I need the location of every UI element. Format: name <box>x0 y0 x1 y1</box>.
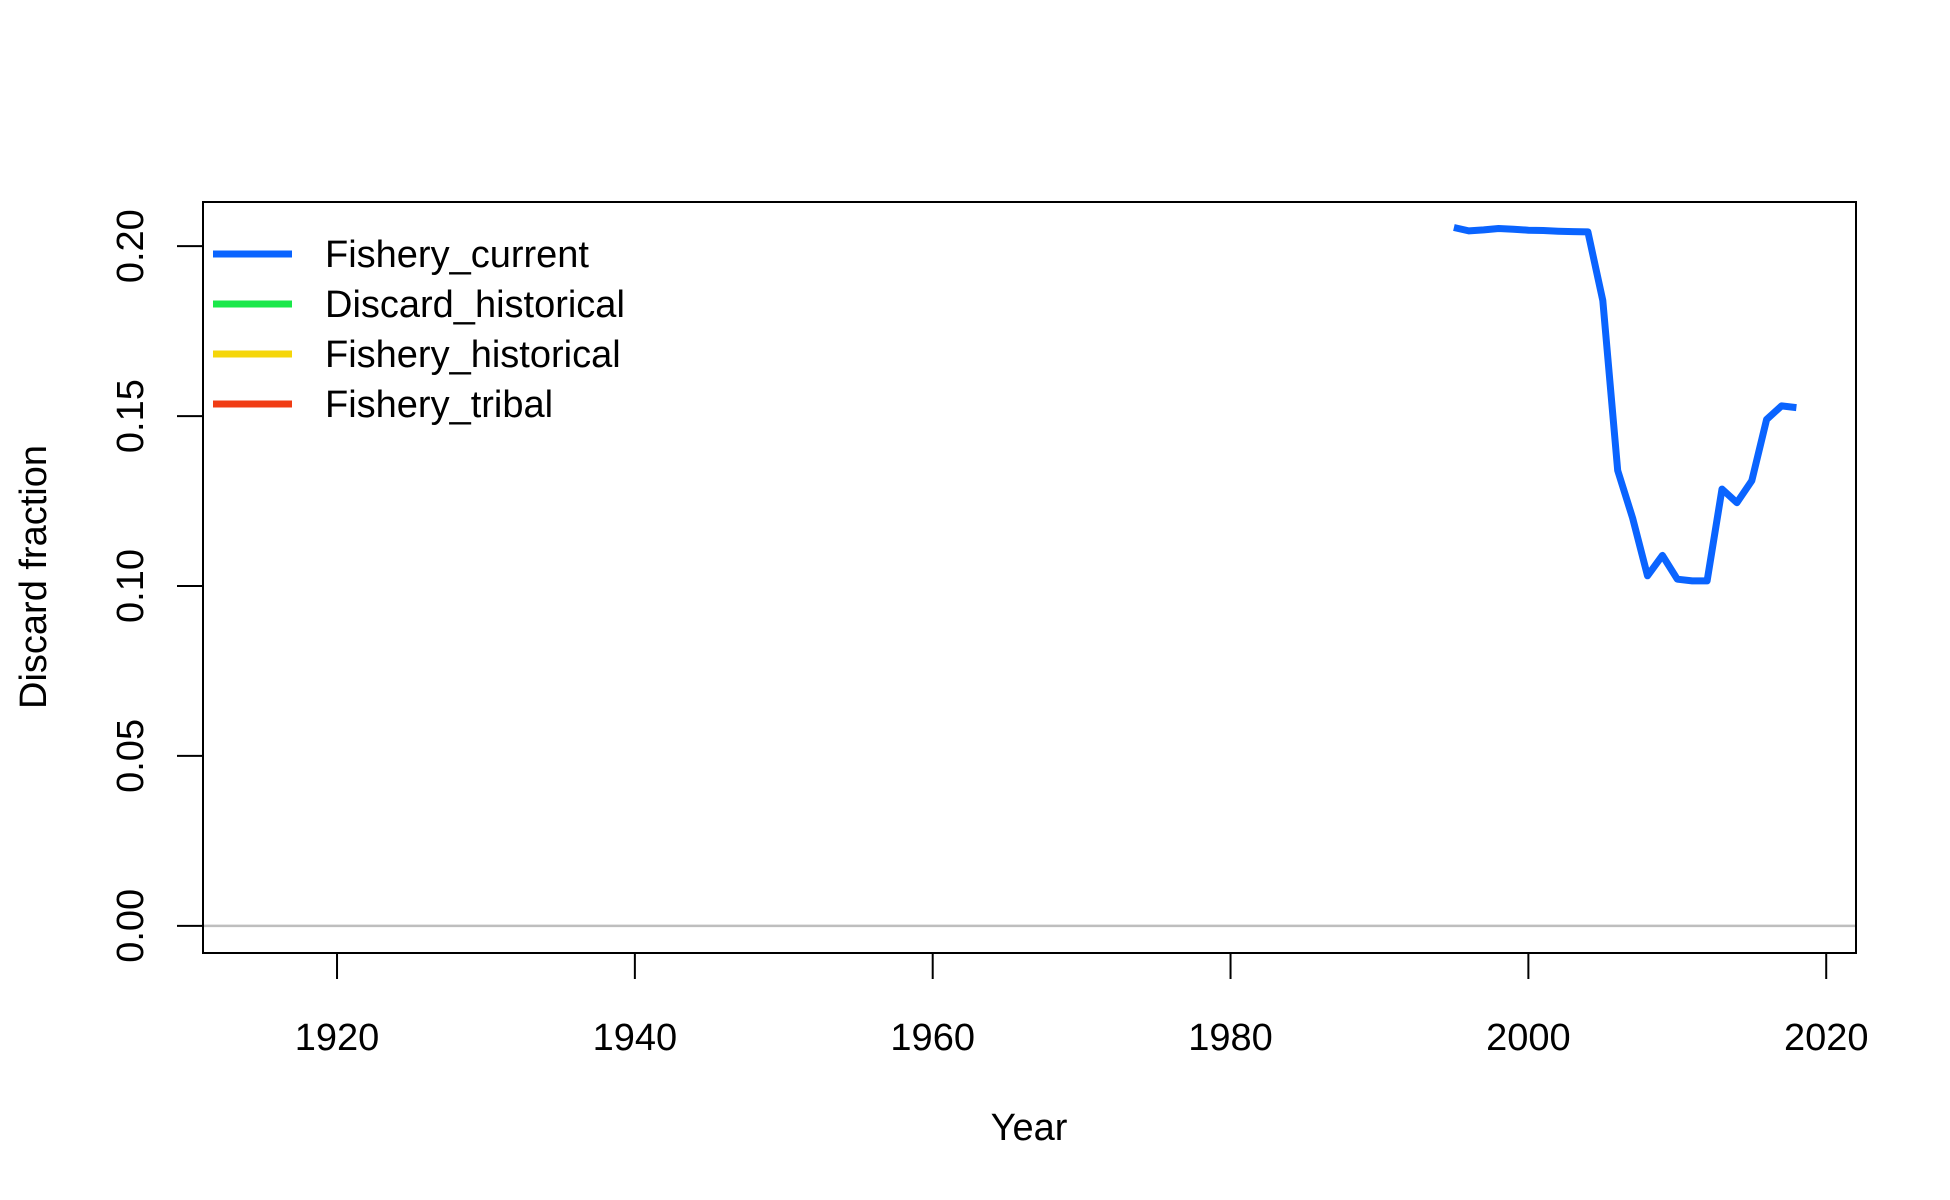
series-layer <box>1453 224 1797 585</box>
legend-label-fishery-tribal: Fishery_tribal <box>325 384 553 426</box>
y-tick-label: 0.00 <box>110 889 152 963</box>
y-tick-label: 0.20 <box>110 209 152 283</box>
x-tick-label: 1920 <box>295 1017 380 1059</box>
y-tick-label: 0.05 <box>110 719 152 793</box>
y-axis: 0.00 0.05 0.10 0.15 0.20 <box>110 209 204 963</box>
x-tick-label: 1940 <box>593 1017 678 1059</box>
x-tick-label: 1980 <box>1188 1017 1273 1059</box>
series-line-fishery-current <box>1453 224 1797 585</box>
x-tick-label: 2020 <box>1784 1017 1869 1059</box>
x-axis: 1920 1940 1960 1980 2000 2020 <box>295 952 1869 1059</box>
x-tick-label: 1960 <box>890 1017 975 1059</box>
x-tick-label: 2000 <box>1486 1017 1571 1059</box>
legend-label-fishery-current: Fishery_current <box>325 234 589 276</box>
x-axis-title: Year <box>991 1107 1068 1149</box>
legend-label-discard-historical: Discard_historical <box>325 284 625 326</box>
y-tick-label: 0.10 <box>110 549 152 623</box>
y-axis-title: Discard fraction <box>13 445 55 709</box>
y-tick-label: 0.15 <box>110 379 152 453</box>
legend: Fishery_current Discard_historical Fishery… <box>213 234 625 426</box>
legend-label-fishery-historical: Fishery_historical <box>325 334 621 376</box>
